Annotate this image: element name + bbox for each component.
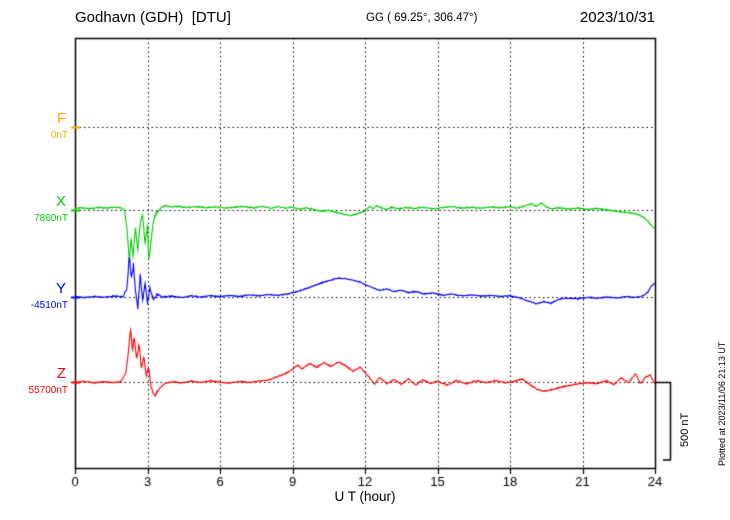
- plot-timestamp-note: Plotted at 2023/11/06 21:13 UT: [717, 341, 727, 466]
- plot-date: 2023/10/31: [579, 9, 655, 26]
- series-label-y: Y: [55, 280, 66, 297]
- scale-bar-label: 500 nT: [679, 412, 691, 447]
- geographic-coords: GG ( 69.25°, 306.47°): [366, 12, 478, 24]
- x-axis-label: U T (hour): [334, 489, 396, 504]
- series-label-f: F: [56, 110, 66, 127]
- series-label-x: X: [55, 193, 66, 210]
- series-baseline-z: 55700nT: [28, 385, 68, 396]
- series-baseline-x: 7860nT: [34, 213, 68, 224]
- series-baseline-y: -4510nT: [30, 300, 68, 311]
- station-title: Godhavn (GDH) [DTU]: [75, 9, 231, 26]
- series-baseline-f: 0nT: [50, 130, 68, 141]
- series-label-z: Z: [56, 365, 66, 382]
